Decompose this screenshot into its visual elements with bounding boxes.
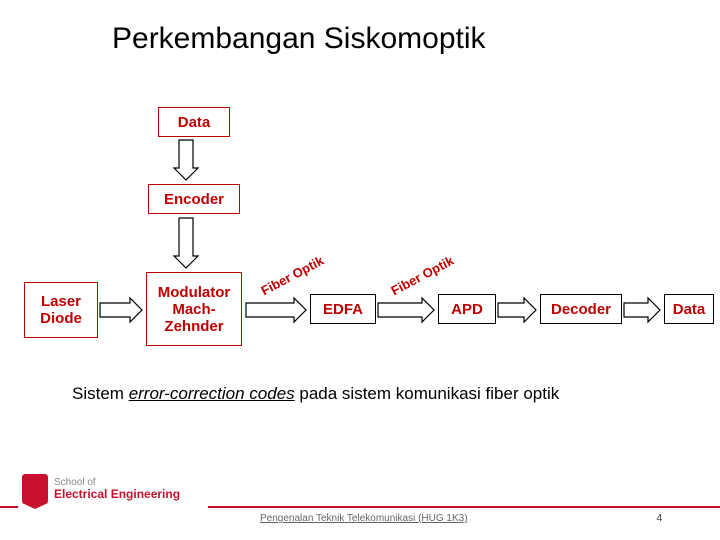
page-number: 4 bbox=[656, 513, 662, 524]
logo: School of Electrical Engineering bbox=[22, 474, 180, 504]
logo-badge-icon bbox=[22, 474, 48, 504]
caption-italic: error-correction codes bbox=[129, 384, 295, 403]
footer-center: Pengenalan Teknik Telekomunikasi (HUG 1K… bbox=[260, 513, 468, 524]
flow-arrows bbox=[0, 0, 720, 540]
logo-text: School of Electrical Engineering bbox=[54, 478, 180, 500]
caption: Sistem error-correction codes pada siste… bbox=[72, 384, 559, 404]
caption-post: pada sistem komunikasi fiber optik bbox=[295, 384, 560, 403]
logo-line2: Electrical Engineering bbox=[54, 488, 180, 500]
caption-pre: Sistem bbox=[72, 384, 129, 403]
